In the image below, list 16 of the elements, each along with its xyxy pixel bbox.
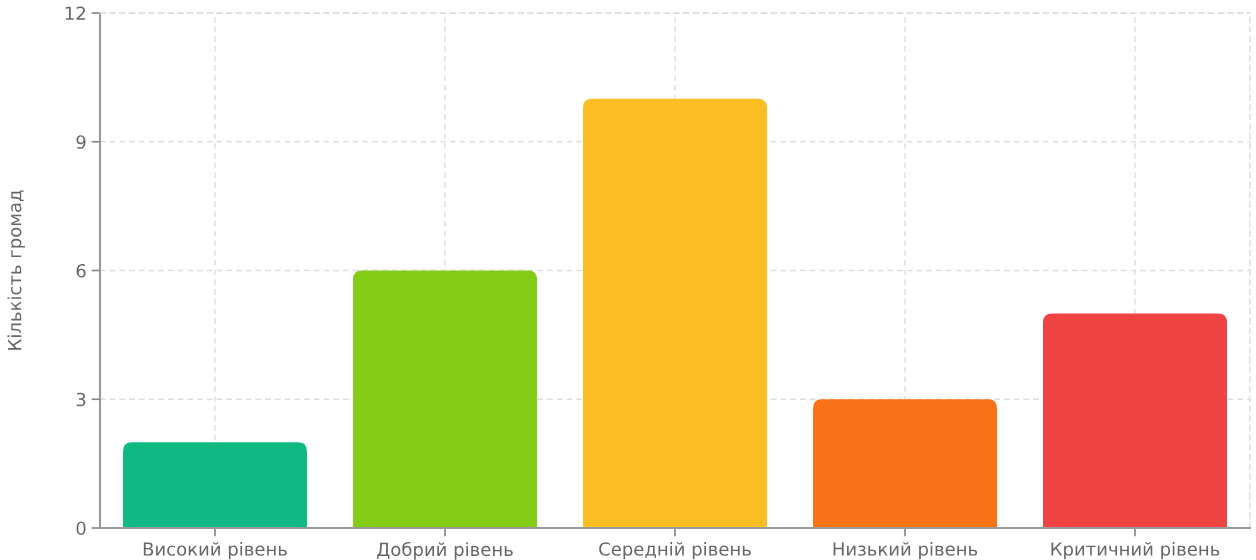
- y-axis-title: Кількість громад: [7, 190, 25, 350]
- y-tick-label: 6: [76, 263, 86, 278]
- y-tick-label: 9: [76, 135, 86, 149]
- x-tick-label: Добрий рівень: [377, 541, 513, 560]
- y-tick-label: 0: [76, 521, 86, 536]
- bar: [1043, 313, 1227, 528]
- x-tick-label: Високий рівень: [143, 541, 287, 560]
- bar: [353, 270, 537, 528]
- bar: [583, 98, 767, 528]
- y-tick-label: 3: [76, 392, 86, 407]
- bar: [813, 399, 997, 528]
- bar: [123, 442, 307, 528]
- x-tick-label: Критичний рівень: [1051, 541, 1220, 560]
- y-tick-label: 12: [65, 6, 85, 20]
- x-tick-label: Середній рівень: [599, 541, 751, 560]
- x-tick-label: Низький рівень: [833, 541, 978, 560]
